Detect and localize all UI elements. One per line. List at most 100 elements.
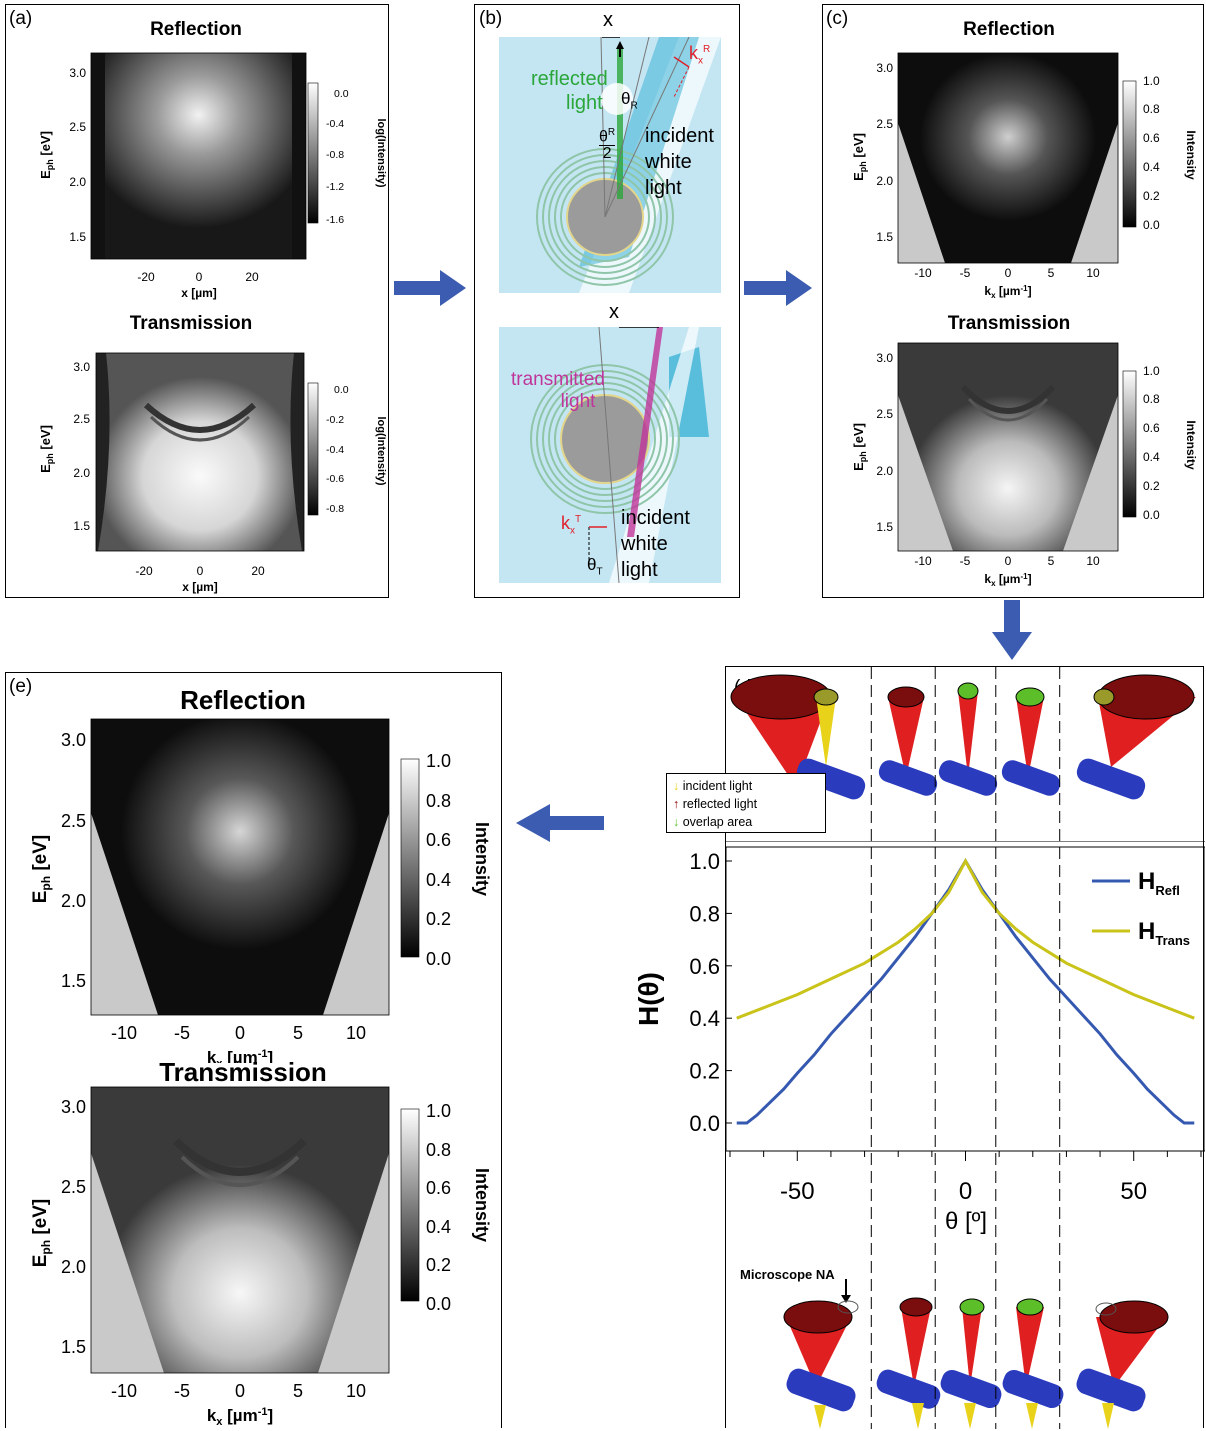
ytick: 3.0 (876, 351, 893, 365)
cbar-tick: 0.8 (426, 791, 451, 811)
panel-e-transmission-colorbar (400, 1108, 420, 1302)
cbar-tick: -0.6 (326, 473, 344, 485)
panel-d-xlabel: θ [º] (945, 1208, 987, 1235)
panel-c-reflection-plot: 3.0 2.5 2.0 1.5 -10 -5 0 5 10 kx [µm-1] … (851, 52, 1198, 300)
panel-d-ylabel: H(θ) (633, 972, 664, 1026)
cbar-tick: 1.0 (1143, 364, 1160, 378)
cone-illustration (1076, 1300, 1169, 1429)
cbar-tick: 0.4 (426, 870, 451, 890)
ytick: 2.0 (61, 1257, 86, 1277)
cbar-tick: 0.0 (334, 88, 349, 100)
cbar-tick: 0.0 (1143, 508, 1160, 522)
cbar-tick: 1.0 (1143, 74, 1160, 88)
y-tick-label: 0.4 (689, 1006, 720, 1031)
series-line-h-trans (736, 857, 1195, 1020)
ytick: 1.5 (61, 971, 86, 991)
panel-d-top-legend: ↓ incident light ↑ reflected light ↓ ove… (666, 773, 826, 833)
panel-c-transmission-image (898, 343, 1118, 551)
x-tick-label: 0 (959, 1178, 972, 1205)
panel-c-label: (c) (826, 8, 849, 29)
xtick: 20 (245, 270, 259, 284)
panel-c-reflection-cbar-label: Intensity (1184, 130, 1198, 180)
panel-c-reflection-xlabel: kx [µm-1] (984, 284, 1031, 300)
ytick: 2.5 (876, 407, 893, 421)
arrow-b-to-c (744, 270, 812, 306)
panel-b-top-k-label: kxR (689, 43, 711, 67)
cbar-tick: 0.0 (426, 949, 451, 969)
x-tick-label: -50 (780, 1178, 815, 1205)
panel-a-transmission-cbar-label: log(Intensity) (375, 416, 387, 485)
panel-a-transmission-ylabel: Eph [eV] (38, 425, 55, 473)
ytick: 1.5 (61, 1337, 86, 1357)
legend-h-trans: HTrans (1138, 918, 1190, 948)
panel-e-transmission-title: Transmission (159, 1057, 327, 1087)
series-legend: HRefl HTrans (1092, 868, 1190, 948)
cbar-tick: 1.0 (426, 1101, 451, 1121)
panel-a-transmission-colorbar (307, 382, 319, 516)
cbar-tick: 0.6 (426, 830, 451, 850)
panel-b-theta-t: θT (587, 555, 603, 578)
xtick: -5 (174, 1381, 190, 1401)
panel-a-label: (a) (9, 8, 33, 29)
cone-illustration (878, 686, 938, 796)
panel-e-transmission-xlabel: kx [µm-1] (207, 1406, 273, 1428)
panel-e: (e) Reflection 3.0 2.5 2.0 1.5 -10 -5 0 … (5, 672, 502, 1428)
xtick: -20 (137, 270, 155, 284)
microscope-na-label: Microscope NA (740, 1267, 835, 1282)
ytick: 2.0 (69, 175, 86, 189)
panel-d-chart: H(θ) θ [º] 0.0 0.2 0.4 0.6 0.8 1.0 -50 0 50 HRef… (633, 841, 1205, 1235)
legend-item-overlap: ↓ overlap area (673, 815, 753, 829)
xtick: 20 (251, 564, 265, 578)
y-tick-label: 0.8 (689, 901, 720, 926)
panel-b-bottom-diagram (499, 327, 721, 583)
xtick: -5 (960, 554, 971, 568)
cbar-tick: -0.4 (326, 118, 344, 130)
cbar-tick: 0.6 (1143, 421, 1160, 435)
ytick: 2.5 (69, 120, 86, 134)
ytick: 3.0 (876, 61, 893, 75)
arrow-d-to-e (516, 804, 604, 842)
cbar-tick: 1.0 (426, 751, 451, 771)
panel-a: (a) Reflection 3.0 2.5 2.0 1.5 -20 0 20 … (5, 4, 389, 598)
panel-a-reflection-ylabel: Eph [eV] (38, 131, 55, 179)
cbar-tick: 0.2 (426, 1255, 451, 1275)
cbar-tick: 0.2 (1143, 479, 1160, 493)
xtick: 10 (346, 1023, 366, 1043)
y-tick-label: 1.0 (689, 849, 720, 874)
panel-e-transmission-cbar-label: Intensity (472, 1168, 492, 1242)
ytick: 2.5 (73, 412, 90, 426)
reflected-arrow-icon: ↑ (673, 797, 680, 811)
panel-a-reflection-colorbar (307, 82, 319, 224)
panel-e-reflection-image (91, 719, 389, 1015)
x-tick-label: 50 (1120, 1178, 1147, 1205)
panel-b-label: (b) (479, 8, 503, 29)
ytick: 1.5 (69, 230, 86, 244)
xtick: -10 (914, 554, 932, 568)
ytick: 1.5 (876, 230, 893, 244)
arrow-c-to-d (992, 600, 1032, 660)
ytick: 2.5 (61, 1177, 86, 1197)
arrow-a-to-b (394, 270, 466, 306)
cbar-tick: 0.8 (1143, 102, 1160, 116)
panel-b-top-x-label: x (603, 9, 613, 31)
cone-illustration (1002, 1298, 1064, 1429)
xtick: 10 (1086, 266, 1100, 280)
ytick: 2.5 (876, 117, 893, 131)
panel-a-reflection-image (91, 53, 306, 259)
xtick: 10 (1086, 554, 1100, 568)
incident-arrow-icon: ↓ (673, 779, 680, 793)
panel-e-reflection-plot: 3.0 2.5 2.0 1.5 -10 -5 0 5 10 kx [µm-1] … (30, 718, 492, 1063)
xtick: -20 (135, 564, 153, 578)
xtick: -10 (914, 266, 932, 280)
panel-c-reflection-image (898, 53, 1118, 263)
panel-c: (c) Reflection 3.0 2.5 2.0 1.5 -10 -5 0 … (822, 4, 1204, 598)
cbar-tick: 0.4 (426, 1217, 451, 1237)
ytick: 2.5 (61, 811, 86, 831)
ytick: 2.0 (876, 174, 893, 188)
cone-illustration (783, 1300, 859, 1429)
xtick: 5 (293, 1023, 303, 1043)
xtick: 5 (293, 1381, 303, 1401)
ytick: 3.0 (69, 66, 86, 80)
panel-a-transmission-plot: 3.0 2.5 2.0 1.5 -20 0 20 x [µm] Eph [eV]… (38, 352, 387, 594)
panel-e-transmission-image (91, 1087, 389, 1373)
